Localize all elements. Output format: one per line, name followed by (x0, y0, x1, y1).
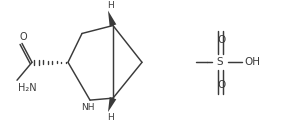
Text: H₂N: H₂N (18, 83, 37, 93)
Polygon shape (108, 11, 116, 27)
Text: OH: OH (244, 57, 260, 67)
Text: S: S (217, 57, 223, 67)
Text: H: H (106, 113, 113, 122)
Text: H: H (106, 1, 113, 10)
Text: O: O (217, 35, 225, 45)
Text: NH: NH (81, 103, 95, 112)
Text: O: O (217, 80, 225, 90)
Polygon shape (108, 97, 116, 112)
Text: O: O (19, 32, 27, 42)
